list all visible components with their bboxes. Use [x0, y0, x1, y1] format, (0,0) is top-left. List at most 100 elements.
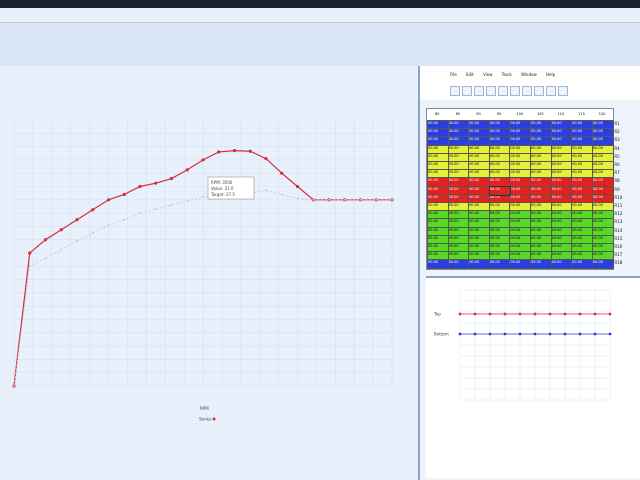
data-point[interactable] [60, 248, 63, 251]
data-point[interactable] [473, 312, 477, 316]
grid-icon[interactable] [534, 86, 544, 96]
data-point[interactable] [548, 332, 552, 336]
data-point[interactable] [248, 149, 252, 153]
data-point[interactable] [44, 257, 47, 260]
data-point[interactable] [312, 198, 315, 201]
data-point[interactable] [608, 312, 612, 316]
grid-cell[interactable]: 00.00 [488, 259, 511, 269]
chart-icon[interactable] [546, 86, 556, 96]
data-point[interactable] [563, 312, 567, 316]
data-point[interactable] [578, 312, 582, 316]
zoom-icon[interactable] [522, 86, 532, 96]
data-point[interactable] [458, 332, 462, 336]
data-point[interactable] [503, 332, 507, 336]
data-point[interactable] [359, 198, 362, 201]
data-point[interactable] [295, 184, 300, 189]
data-point[interactable] [43, 238, 48, 242]
menu-item[interactable]: View [483, 72, 493, 77]
data-point[interactable] [328, 198, 330, 201]
data-point[interactable] [201, 158, 205, 162]
plus-icon[interactable] [498, 86, 508, 96]
data-point[interactable] [75, 218, 79, 222]
grid-row-label: R18 [614, 260, 623, 266]
grid-cell[interactable]: 00.00 [468, 259, 491, 269]
data-point[interactable] [548, 312, 552, 316]
data-point[interactable] [123, 218, 126, 221]
grid-col-header: 115 [578, 112, 585, 116]
grid-cell[interactable]: 00.00 [447, 259, 470, 269]
data-point[interactable] [518, 332, 522, 336]
data-point[interactable] [296, 197, 299, 200]
menu-item[interactable]: Help [546, 72, 556, 77]
grid-cell[interactable]: 00.00 [571, 259, 594, 269]
settings-icon[interactable] [558, 86, 568, 96]
grid-row-label: R5 [614, 153, 620, 159]
menu-item[interactable]: File [450, 72, 457, 77]
data-point[interactable] [170, 204, 173, 207]
legend-label: Series [199, 417, 211, 422]
data-point[interactable] [76, 240, 78, 242]
data-point[interactable] [107, 224, 110, 226]
data-point[interactable] [138, 184, 142, 189]
data-point[interactable] [91, 208, 95, 212]
open-icon[interactable] [450, 86, 460, 96]
data-point[interactable] [202, 196, 204, 199]
data-point[interactable] [28, 251, 32, 255]
data-point[interactable] [185, 168, 189, 172]
grid-cell[interactable]: 00.00 [427, 259, 449, 269]
data-point[interactable] [106, 198, 111, 202]
data-point[interactable] [578, 332, 582, 336]
data-point[interactable] [488, 312, 492, 316]
data-point[interactable] [154, 208, 157, 211]
data-point[interactable] [122, 192, 126, 197]
data-point[interactable] [458, 312, 462, 316]
data-point[interactable] [280, 171, 284, 175]
data-point[interactable] [488, 332, 492, 336]
tooltip-box [207, 176, 255, 200]
menu-item[interactable]: Tools [501, 72, 512, 77]
data-point[interactable] [186, 200, 189, 203]
data-point[interactable] [533, 332, 537, 336]
data-point[interactable] [391, 198, 393, 201]
data-point[interactable] [264, 156, 268, 161]
data-point[interactable] [59, 228, 63, 232]
data-point[interactable] [608, 332, 612, 336]
save-icon[interactable] [462, 86, 472, 96]
menu-item[interactable]: Edit [465, 72, 474, 77]
grid-cell[interactable]: 00.00 [509, 259, 532, 269]
grid-col-header: 110 [557, 112, 565, 116]
data-point[interactable] [473, 332, 477, 336]
grid-col-header: 105 [536, 112, 544, 116]
data-point[interactable] [91, 232, 94, 234]
data-point[interactable] [232, 148, 237, 153]
grid-cell[interactable]: 00.00 [591, 259, 614, 269]
data-point[interactable] [593, 312, 597, 316]
data-point[interactable] [28, 265, 31, 268]
grid-row-label: R1 [614, 121, 620, 126]
data-point[interactable] [217, 150, 221, 154]
data-point[interactable] [139, 212, 141, 214]
grid-row-label: R4 [614, 145, 620, 151]
data-point[interactable] [13, 385, 15, 387]
undo-icon[interactable] [474, 86, 484, 96]
data-point[interactable] [265, 189, 267, 192]
menu-item[interactable]: Window [520, 72, 537, 77]
data-point[interactable] [154, 181, 158, 185]
data-point[interactable] [280, 193, 283, 196]
grid-cell[interactable]: 00.00 [530, 259, 552, 269]
data-point[interactable] [375, 198, 378, 201]
data-point[interactable] [533, 312, 537, 316]
data-point[interactable] [503, 312, 507, 316]
tooltip-line: Target: 27.5 [210, 192, 235, 197]
data-point[interactable] [343, 198, 346, 201]
minus-icon[interactable] [510, 86, 520, 96]
data-point[interactable] [593, 332, 597, 336]
data-point[interactable] [169, 176, 174, 181]
data-point[interactable] [563, 332, 567, 336]
data-point[interactable] [518, 312, 522, 316]
grid-row-label: R16 [614, 244, 623, 249]
grid-cell[interactable]: 00.00 [550, 259, 573, 269]
legend-label: Bottom [434, 332, 449, 337]
redo-icon[interactable] [486, 86, 496, 96]
